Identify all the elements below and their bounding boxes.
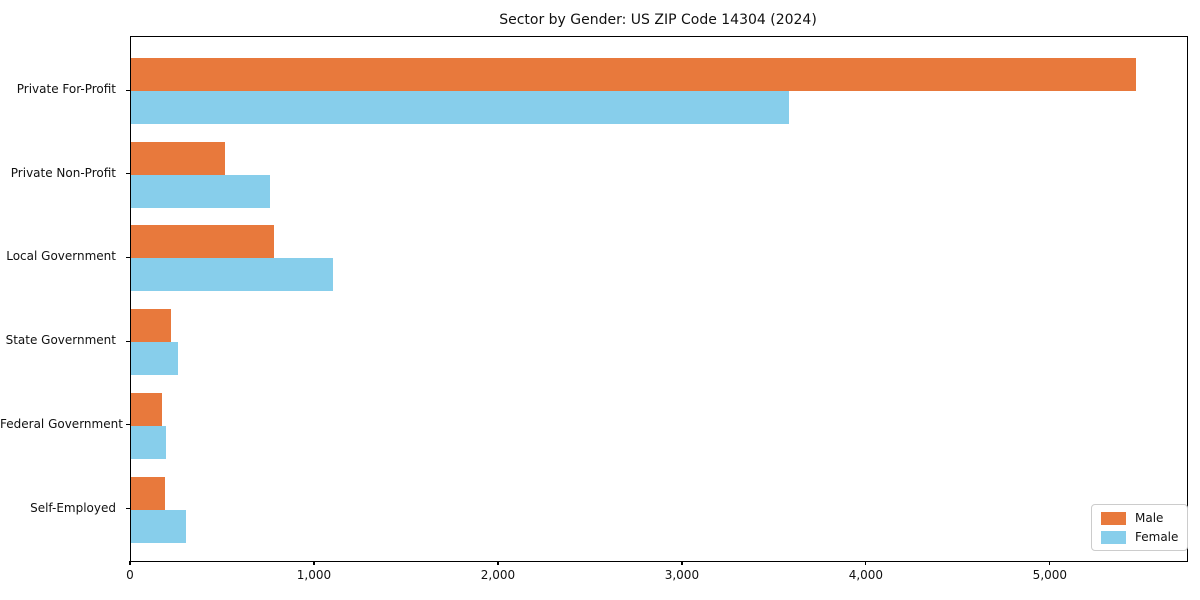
- y-tick-mark: [126, 256, 130, 259]
- x-tick-label: 3,000: [664, 568, 700, 582]
- chart-title: Sector by Gender: US ZIP Code 14304 (202…: [499, 12, 817, 28]
- y-tick-mark: [126, 508, 130, 510]
- bar-male-3: [131, 225, 274, 259]
- x-tick-label: 4,000: [848, 568, 884, 582]
- legend-entry-female: Female: [1101, 530, 1178, 544]
- x-tick-label: 1,000: [296, 568, 332, 582]
- bar-male-4: [131, 309, 171, 343]
- bar-female-2: [131, 174, 270, 208]
- x-tick-mark: [1049, 561, 1051, 565]
- x-tick-mark: [129, 561, 131, 565]
- x-tick-mark: [313, 561, 315, 565]
- y-tick-label: State Government: [5, 333, 116, 348]
- x-tick-mark: [497, 561, 499, 565]
- bar-male-5: [131, 392, 163, 426]
- legend-swatch-icon: [1101, 511, 1126, 525]
- y-tick-label: Local Government: [6, 249, 116, 264]
- bar-female-6: [131, 509, 187, 543]
- bar-female-1: [131, 91, 789, 124]
- y-tick-mark: [126, 173, 130, 175]
- plot-area: [130, 36, 1188, 562]
- x-axis: 0 1,000 2,000 3,000 4,000 5,000: [126, 560, 1186, 600]
- y-tick-mark: [126, 89, 130, 91]
- y-tick-mark: [126, 424, 130, 426]
- bar-female-3: [131, 258, 334, 292]
- bar-female-5: [131, 425, 166, 459]
- legend-entry-male: Male: [1101, 511, 1178, 525]
- legend-label: Male: [1135, 511, 1164, 525]
- bar-male-1: [131, 58, 1137, 91]
- x-tick-label: 5,000: [1032, 568, 1068, 582]
- x-tick-label: 2,000: [480, 568, 516, 582]
- bar-female-4: [131, 342, 178, 376]
- bar-male-6: [131, 476, 166, 510]
- legend: Male Female: [1091, 504, 1189, 551]
- y-tick-label: Private Non-Profit: [10, 165, 116, 180]
- y-tick-label: Federal Government: [0, 416, 123, 431]
- bar-male-2: [131, 141, 225, 175]
- x-tick-mark: [865, 561, 867, 565]
- y-tick-label: Self-Employed: [30, 500, 116, 515]
- y-axis-labels: Private For-Profit Private Non-Profit Loca…: [0, 36, 130, 560]
- legend-swatch-icon: [1101, 530, 1126, 544]
- x-tick-label: 0: [126, 568, 134, 582]
- x-tick-mark: [681, 561, 683, 565]
- y-tick-mark: [126, 340, 130, 342]
- y-tick-label: Private For-Profit: [16, 82, 116, 96]
- legend-label: Female: [1135, 530, 1179, 544]
